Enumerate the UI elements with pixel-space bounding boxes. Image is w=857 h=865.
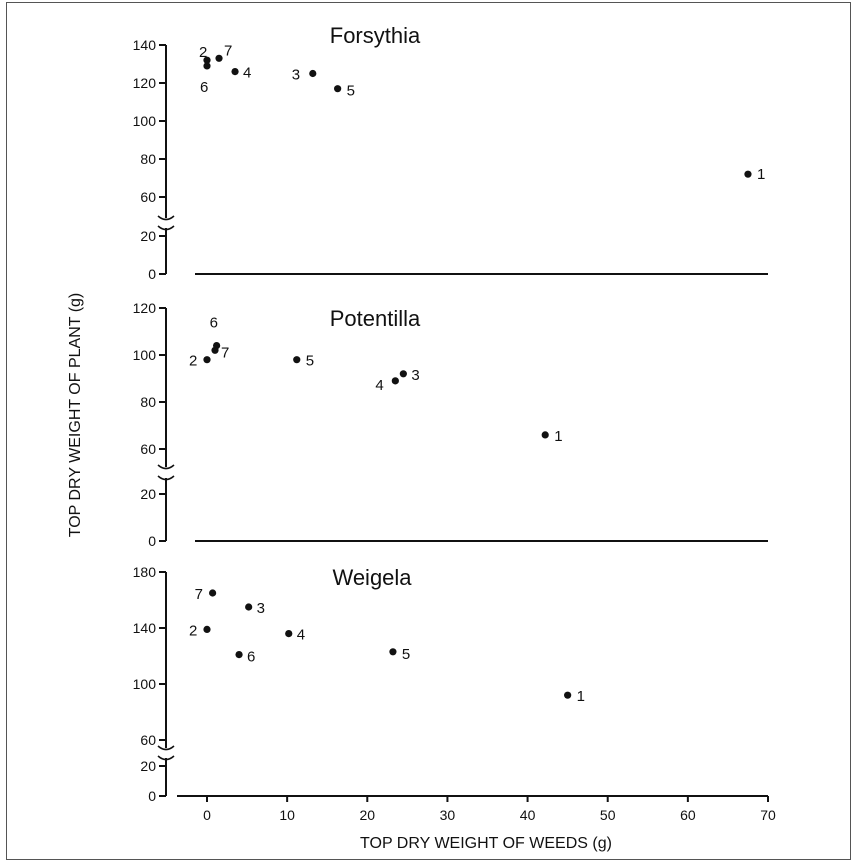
y-tick-label: 140	[133, 37, 157, 53]
point-label-2-5: 5	[306, 353, 314, 370]
point-label-3-1: 1	[577, 688, 585, 705]
data-point-1-5	[334, 85, 342, 93]
data-point-3-7	[209, 589, 217, 597]
data-point-3-3	[245, 603, 253, 611]
y-tick-label: 180	[133, 564, 157, 580]
x-tick-label: 10	[279, 807, 295, 823]
x-tick-label: 20	[359, 807, 375, 823]
y-tick-label: 0	[148, 266, 156, 282]
y-tick-label: 0	[148, 533, 156, 549]
data-point-3-1	[564, 691, 572, 699]
data-point-2-3	[399, 370, 407, 378]
data-point-1-7	[215, 54, 223, 62]
point-label-2-4: 4	[375, 377, 383, 394]
x-tick-label: 0	[203, 807, 211, 823]
data-point-1-3	[309, 69, 317, 78]
point-label-3-6: 6	[247, 649, 255, 666]
point-label-2-1: 1	[554, 428, 562, 445]
y-tick-label: 120	[133, 75, 157, 91]
y-tick-label: 0	[148, 788, 156, 804]
point-label-2-2: 2	[189, 353, 197, 370]
data-point-3-5	[389, 648, 397, 656]
y-tick-label: 60	[140, 441, 156, 457]
y-tick-label: 80	[140, 394, 156, 410]
y-tick-label: 60	[140, 732, 156, 748]
x-tick-label: 50	[600, 807, 616, 823]
x-tick-label: 60	[680, 807, 696, 823]
y-tick-label: 140	[133, 620, 157, 636]
point-label-3-3: 3	[257, 600, 265, 617]
data-point-3-6	[235, 651, 243, 659]
y-tick-label: 20	[140, 486, 156, 502]
data-point-1-4	[231, 68, 239, 76]
y-tick-label: 100	[133, 113, 157, 129]
panel-title-2: Potentilla	[330, 306, 421, 331]
point-label-1-7: 7	[224, 42, 232, 59]
data-point-2-4	[391, 377, 399, 385]
data-point-2-2	[203, 356, 211, 364]
axis-break-lower-2	[157, 475, 175, 481]
data-point-2-1	[541, 431, 549, 439]
y-axis-label: TOP DRY WEIGHT OF PLANT (g)	[67, 293, 84, 538]
figure-frame	[6, 2, 851, 860]
x-tick-label: 30	[440, 807, 456, 823]
axis-break-lower-3	[157, 755, 175, 761]
x-axis-label: TOP DRY WEIGHT OF WEEDS (g)	[360, 835, 612, 852]
point-label-2-3: 3	[411, 367, 419, 384]
data-point-3-2	[203, 625, 211, 634]
y-tick-label: 80	[140, 151, 156, 167]
point-label-1-2: 2	[199, 44, 207, 61]
point-label-3-4: 4	[297, 627, 305, 644]
point-label-1-6: 6	[200, 79, 208, 96]
point-label-1-5: 5	[347, 83, 355, 100]
axis-break-upper-3	[157, 745, 175, 751]
point-label-2-6: 6	[210, 315, 218, 332]
point-label-3-7: 7	[195, 586, 203, 603]
x-tick-label: 70	[760, 807, 776, 823]
point-label-2-7: 7	[221, 344, 229, 361]
data-point-2-7	[211, 346, 219, 354]
y-tick-label: 100	[133, 676, 157, 692]
data-point-1-2	[203, 56, 211, 64]
x-tick-label: 40	[520, 807, 536, 823]
data-point-2-5	[293, 356, 301, 364]
data-point-3-4	[285, 630, 293, 638]
axis-break-lower-1	[157, 225, 175, 231]
y-tick-label: 20	[140, 758, 156, 774]
axis-break-upper-2	[157, 464, 175, 470]
y-tick-label: 120	[133, 300, 157, 316]
data-point-1-6	[203, 62, 211, 70]
point-label-1-3: 3	[292, 67, 300, 84]
panel-title-1: Forsythia	[330, 23, 421, 48]
axis-break-upper-1	[157, 215, 175, 221]
y-tick-label: 100	[133, 347, 157, 363]
y-tick-label: 60	[140, 189, 156, 205]
point-label-3-5: 5	[402, 646, 410, 663]
point-label-1-1: 1	[757, 166, 765, 183]
data-point-1-1	[744, 170, 752, 178]
y-tick-label: 20	[140, 228, 156, 244]
point-label-1-4: 4	[243, 65, 251, 82]
panel-title-3: Weigela	[332, 565, 412, 590]
point-label-3-2: 2	[189, 622, 197, 639]
